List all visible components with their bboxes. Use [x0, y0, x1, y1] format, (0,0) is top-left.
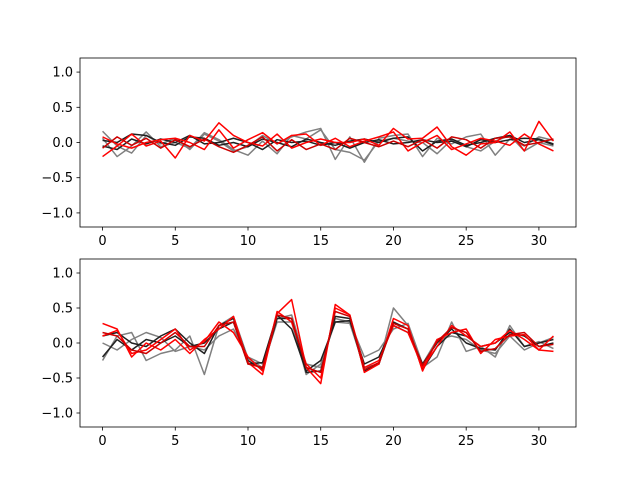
- y-tick-label: 1.0: [52, 66, 73, 81]
- y-tick-label: 1.0: [52, 267, 73, 282]
- x-tick-label: 20: [385, 434, 402, 449]
- y-tick-label: −0.5: [41, 372, 73, 387]
- x-tick-label: 0: [98, 234, 106, 249]
- y-tick-label: −1.0: [41, 407, 73, 422]
- y-tick-label: −1.0: [41, 206, 73, 221]
- x-tick-label: 10: [240, 234, 257, 249]
- x-tick-label: 5: [171, 434, 179, 449]
- series-group: [101, 120, 555, 163]
- x-tick-label: 15: [312, 434, 329, 449]
- x-tick-label: 25: [458, 434, 475, 449]
- series-group: [101, 298, 554, 385]
- bottom-subplot: 0 5 10 15 20 25 30 −1.0 −0.5 0.0 0.5 1.0: [41, 258, 577, 449]
- series-line-6: [102, 310, 554, 374]
- x-tick-label: 10: [240, 434, 257, 449]
- top-subplot: 0 5 10 15 20 25 30 −1.0 −0.5 0.0 0.5 1.0: [41, 57, 577, 249]
- series-line-4: [102, 120, 555, 159]
- x-tick-label: 30: [531, 434, 548, 449]
- x-tick-label: 20: [385, 234, 402, 249]
- x-tick-label: 5: [171, 234, 179, 249]
- x-tick-label: 30: [531, 234, 548, 249]
- series-line-5: [102, 129, 554, 152]
- x-tick-label: 25: [458, 234, 475, 249]
- y-tick-label: 0.5: [52, 101, 73, 116]
- y-tick-label: 0.5: [52, 302, 73, 317]
- y-tick-label: 0.0: [52, 136, 73, 151]
- series-line-6: [102, 136, 554, 154]
- y-tick-label: −0.5: [41, 171, 73, 186]
- y-tick-label: 0.0: [52, 337, 73, 352]
- x-tick-label: 15: [312, 234, 329, 249]
- x-tick-label: 0: [98, 434, 106, 449]
